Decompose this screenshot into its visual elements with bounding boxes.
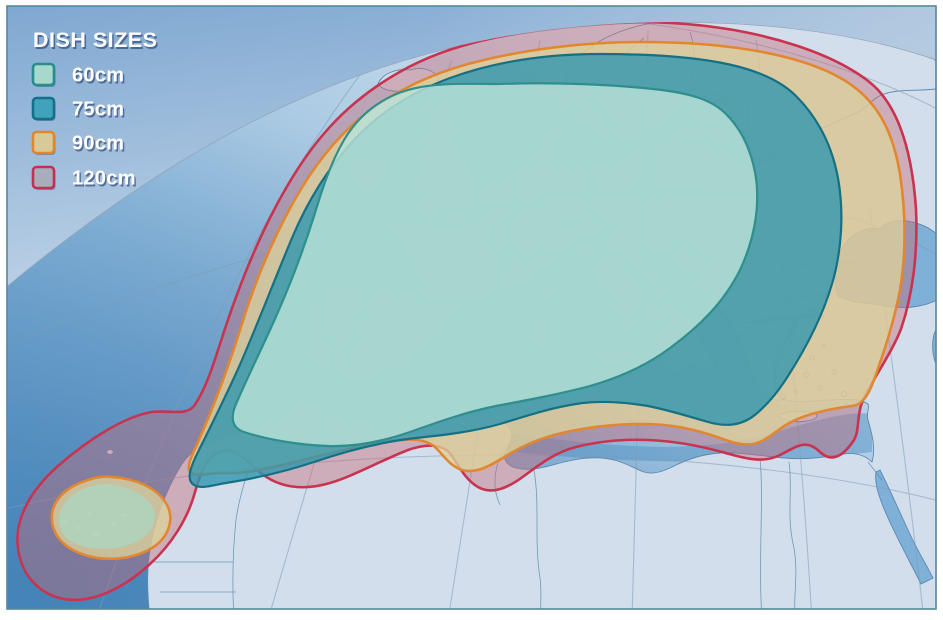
landmass-madeira (106, 449, 114, 455)
legend-label-shadow: 60cm (74, 67, 126, 89)
legend-label-shadow: 75cm (74, 101, 126, 123)
legend-swatch-90cm (31, 130, 56, 155)
legend-label-90cm: 90cm (72, 133, 124, 155)
nile-river (788, 461, 797, 609)
legend-label-shadow: 120cm (74, 170, 138, 192)
legend-swatch-75cm (31, 96, 56, 121)
legend-swatch-60cm (31, 62, 56, 87)
beam-zone-60cm-canary (58, 484, 156, 549)
legend-label-75cm: 75cm (72, 99, 124, 121)
legend-title: DISH SIZES (33, 28, 157, 52)
beam-zone-60cm (231, 82, 759, 448)
legend-label-60cm: 60cm (72, 65, 124, 87)
legend-swatch-120cm (31, 165, 56, 190)
legend-label-120cm: 120cm (72, 168, 136, 190)
red-sea (875, 469, 934, 585)
legend-label-shadow: 90cm (74, 135, 126, 157)
map-frame-border (6, 5, 937, 610)
legend-title-shadow: DISH SIZES (35, 30, 159, 54)
legend: DISH SIZES DISH SIZES 60cm 60cm 75cm 75c… (31, 28, 159, 192)
